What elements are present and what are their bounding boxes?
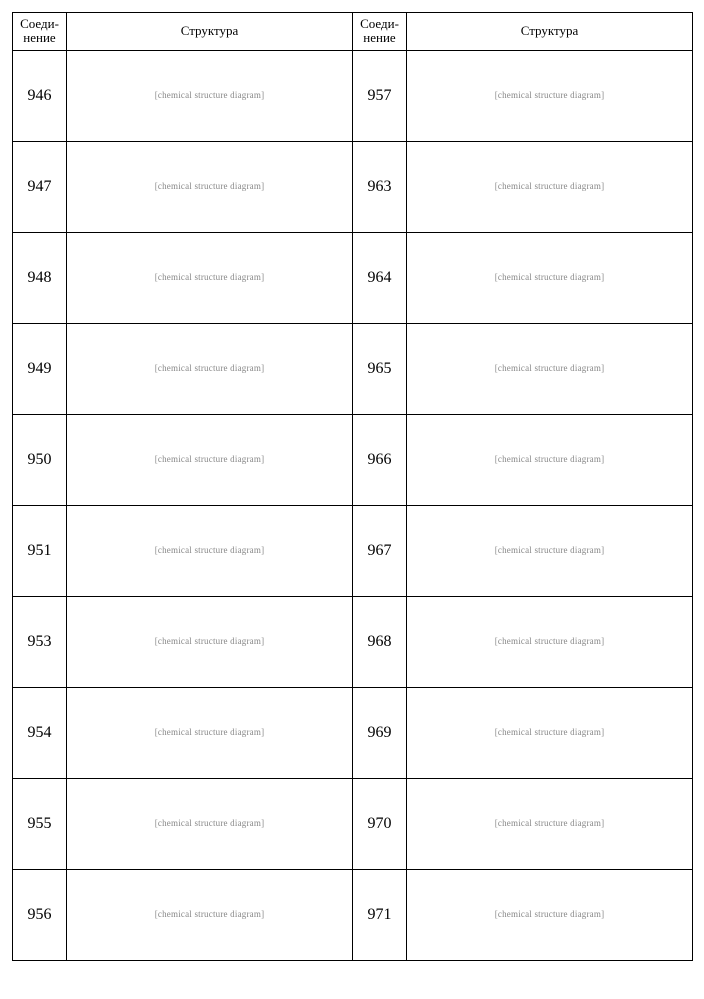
table-row: 951 [chemical structure diagram] 967 [ch… (13, 505, 693, 596)
table-row: 955 [chemical structure diagram] 970 [ch… (13, 778, 693, 869)
compound-id: 948 (13, 232, 67, 323)
structure-placeholder: [chemical structure diagram] (71, 910, 348, 920)
structure-placeholder: [chemical structure diagram] (71, 364, 348, 374)
structure-cell: [chemical structure diagram] (67, 323, 353, 414)
compound-id: 968 (353, 596, 407, 687)
structure-placeholder: [chemical structure diagram] (71, 91, 348, 101)
compound-id: 967 (353, 505, 407, 596)
structure-cell: [chemical structure diagram] (67, 778, 353, 869)
structure-cell: [chemical structure diagram] (407, 323, 693, 414)
header-structure-left: Структура (67, 13, 353, 51)
compound-id: 947 (13, 141, 67, 232)
structure-placeholder: [chemical structure diagram] (71, 182, 348, 192)
compound-id: 964 (353, 232, 407, 323)
structure-placeholder: [chemical structure diagram] (411, 910, 688, 920)
structure-placeholder: [chemical structure diagram] (411, 182, 688, 192)
compound-id: 969 (353, 687, 407, 778)
structure-cell: [chemical structure diagram] (407, 414, 693, 505)
compound-id: 963 (353, 141, 407, 232)
compound-id: 949 (13, 323, 67, 414)
structure-cell: [chemical structure diagram] (407, 141, 693, 232)
structure-cell: [chemical structure diagram] (407, 232, 693, 323)
structure-placeholder: [chemical structure diagram] (71, 819, 348, 829)
structure-cell: [chemical structure diagram] (67, 50, 353, 141)
compound-id: 957 (353, 50, 407, 141)
structure-placeholder: [chemical structure diagram] (411, 455, 688, 465)
table-body: 946 [chemical structure diagram] 957 [ch… (13, 50, 693, 960)
structure-cell: [chemical structure diagram] (407, 505, 693, 596)
header-compound-right: Соеди-нение (353, 13, 407, 51)
compound-id: 950 (13, 414, 67, 505)
structure-cell: [chemical structure diagram] (407, 687, 693, 778)
structure-placeholder: [chemical structure diagram] (411, 637, 688, 647)
structure-cell: [chemical structure diagram] (407, 778, 693, 869)
compound-id: 954 (13, 687, 67, 778)
header-compound-left: Соеди-нение (13, 13, 67, 51)
structure-cell: [chemical structure diagram] (67, 141, 353, 232)
header-row: Соеди-нение Структура Соеди-нение Структ… (13, 13, 693, 51)
header-structure-right: Структура (407, 13, 693, 51)
structure-cell: [chemical structure diagram] (407, 50, 693, 141)
table-head: Соеди-нение Структура Соеди-нение Структ… (13, 13, 693, 51)
structure-cell: [chemical structure diagram] (407, 869, 693, 960)
compound-id: 971 (353, 869, 407, 960)
compounds-table: Соеди-нение Структура Соеди-нение Структ… (12, 12, 693, 961)
structure-cell: [chemical structure diagram] (67, 414, 353, 505)
structure-cell: [chemical structure diagram] (67, 869, 353, 960)
structure-cell: [chemical structure diagram] (67, 596, 353, 687)
table-row: 947 [chemical structure diagram] 963 [ch… (13, 141, 693, 232)
structure-placeholder: [chemical structure diagram] (411, 91, 688, 101)
compound-id: 951 (13, 505, 67, 596)
structure-cell: [chemical structure diagram] (407, 596, 693, 687)
table-row: 954 [chemical structure diagram] 969 [ch… (13, 687, 693, 778)
structure-cell: [chemical structure diagram] (67, 687, 353, 778)
compound-id: 965 (353, 323, 407, 414)
structure-placeholder: [chemical structure diagram] (411, 546, 688, 556)
structure-placeholder: [chemical structure diagram] (411, 273, 688, 283)
structure-placeholder: [chemical structure diagram] (71, 728, 348, 738)
structure-cell: [chemical structure diagram] (67, 505, 353, 596)
table-row: 956 [chemical structure diagram] 971 [ch… (13, 869, 693, 960)
compound-id: 970 (353, 778, 407, 869)
structure-placeholder: [chemical structure diagram] (411, 819, 688, 829)
structure-placeholder: [chemical structure diagram] (411, 728, 688, 738)
structure-placeholder: [chemical structure diagram] (71, 273, 348, 283)
table-row: 949 [chemical structure diagram] 965 [ch… (13, 323, 693, 414)
compound-id: 955 (13, 778, 67, 869)
structure-placeholder: [chemical structure diagram] (71, 546, 348, 556)
table-row: 946 [chemical structure diagram] 957 [ch… (13, 50, 693, 141)
table-row: 948 [chemical structure diagram] 964 [ch… (13, 232, 693, 323)
compound-id: 956 (13, 869, 67, 960)
structure-cell: [chemical structure diagram] (67, 232, 353, 323)
structure-placeholder: [chemical structure diagram] (71, 637, 348, 647)
table-row: 950 [chemical structure diagram] 966 [ch… (13, 414, 693, 505)
compound-id: 966 (353, 414, 407, 505)
compound-id: 946 (13, 50, 67, 141)
table-row: 953 [chemical structure diagram] 968 [ch… (13, 596, 693, 687)
structure-placeholder: [chemical structure diagram] (411, 364, 688, 374)
structure-placeholder: [chemical structure diagram] (71, 455, 348, 465)
compound-id: 953 (13, 596, 67, 687)
